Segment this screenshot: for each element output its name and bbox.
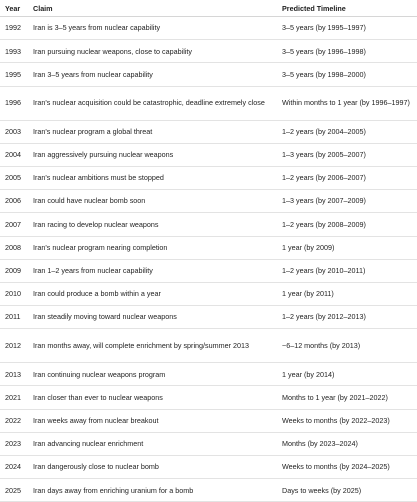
- claim-cell: Iran pursuing nuclear weapons, close to …: [28, 39, 278, 64]
- year-cell: 2003: [0, 120, 28, 144]
- table-row: 2021 Iran closer than ever to nuclear wea…: [0, 385, 417, 410]
- timeline-cell: Months to 1 year (by 2021–2022): [278, 385, 417, 410]
- claim-cell: Iran months away, will complete enrichme…: [28, 328, 278, 364]
- table-row: 2023 Iran advancing nuclear enrichment Mon…: [0, 432, 417, 457]
- year-cell: 2022: [0, 409, 28, 433]
- year-cell: 2011: [0, 305, 28, 330]
- claim-cell: Iran advancing nuclear enrichment: [28, 432, 278, 457]
- year-cell: 2010: [0, 282, 28, 307]
- year-cell: 2006: [0, 189, 28, 214]
- year-cell: 2008: [0, 236, 28, 260]
- timeline-cell: Within months to 1 year (by 1996–1997): [278, 86, 417, 121]
- year-cell: 2005: [0, 166, 28, 191]
- table-row: 2007 Iran racing to develop nuclear weapo…: [0, 212, 417, 237]
- table-row: 2012 Iran months away, will complete enri…: [0, 328, 417, 364]
- timeline-cell: 1 year (by 2011): [278, 282, 417, 307]
- timeline-cell: 1–3 years (by 2005–2007): [278, 143, 417, 167]
- claim-cell: Iran could produce a bomb within a year: [28, 282, 278, 307]
- table-row: 2010 Iran could produce a bomb within a y…: [0, 282, 417, 307]
- table-row: 2013 Iran continuing nuclear weapons prog…: [0, 362, 417, 387]
- column-header-claim: Claim: [28, 0, 278, 17]
- claim-cell: Iran's nuclear ambitions must be stopped: [28, 166, 278, 191]
- timeline-cell: 1–3 years (by 2007–2009): [278, 189, 417, 214]
- table-row: 2024 Iran dangerously close to nuclear bo…: [0, 455, 417, 480]
- year-cell: 2007: [0, 212, 28, 237]
- claim-cell: Iran steadily moving toward nuclear weap…: [28, 305, 278, 330]
- table-row: 2009 Iran 1–2 years from nuclear capabili…: [0, 259, 417, 283]
- table-row: 1993 Iran pursuing nuclear weapons, close…: [0, 39, 417, 64]
- timeline-cell: Months (by 2023–2024): [278, 432, 417, 457]
- year-cell: 2023: [0, 432, 28, 457]
- timeline-cell: Weeks to months (by 2024–2025): [278, 455, 417, 480]
- timeline-cell: 1–2 years (by 2012–2013): [278, 305, 417, 330]
- timeline-cell: Days to weeks (by 2025): [278, 478, 417, 502]
- claim-cell: Iran continuing nuclear weapons program: [28, 362, 278, 387]
- claim-cell: Iran's nuclear acquisition could be cata…: [28, 86, 278, 121]
- claim-cell: Iran 1–2 years from nuclear capability: [28, 259, 278, 283]
- timeline-cell: Weeks to months (by 2022–2023): [278, 409, 417, 433]
- timeline-cell: 1–2 years (by 2008–2009): [278, 212, 417, 237]
- table-row: 1996 Iran's nuclear acquisition could be …: [0, 86, 417, 121]
- table-row: 2006 Iran could have nuclear bomb soon 1–3…: [0, 189, 417, 214]
- year-cell: 2004: [0, 143, 28, 167]
- timeline-cell: 3–5 years (by 1998–2000): [278, 62, 417, 87]
- timeline-cell: 1 year (by 2014): [278, 362, 417, 387]
- table-row: 2005 Iran's nuclear ambitions must be sto…: [0, 166, 417, 191]
- timeline-cell: 3–5 years (by 1996–1998): [278, 39, 417, 64]
- timeline-cell: 1–2 years (by 2004–2005): [278, 120, 417, 144]
- table-header: Year Claim Predicted Timeline: [0, 0, 417, 17]
- year-cell: 2024: [0, 455, 28, 480]
- year-cell: 2013: [0, 362, 28, 387]
- year-cell: 2012: [0, 328, 28, 364]
- claim-cell: Iran days away from enriching uranium fo…: [28, 478, 278, 502]
- table-row: 2011 Iran steadily moving toward nuclear …: [0, 305, 417, 330]
- claim-cell: Iran's nuclear program a global threat: [28, 120, 278, 144]
- column-header-predicted-timeline: Predicted Timeline: [278, 0, 417, 17]
- timeline-cell: 1–2 years (by 2010–2011): [278, 259, 417, 283]
- timeline-cell: 3–5 years (by 1995–1997): [278, 16, 417, 41]
- claim-cell: Iran could have nuclear bomb soon: [28, 189, 278, 214]
- claim-cell: Iran is 3–5 years from nuclear capabilit…: [28, 16, 278, 41]
- year-cell: 1996: [0, 86, 28, 121]
- year-cell: 2009: [0, 259, 28, 283]
- table-row: 2025 Iran days away from enriching uraniu…: [0, 478, 417, 502]
- year-cell: 1995: [0, 62, 28, 87]
- claim-cell: Iran's nuclear program nearing completio…: [28, 236, 278, 260]
- table-row: 1995 Iran 3–5 years from nuclear capabili…: [0, 62, 417, 87]
- timeline-cell: 1–2 years (by 2006–2007): [278, 166, 417, 191]
- timeline-cell: ~6–12 months (by 2013): [278, 328, 417, 364]
- year-cell: 1993: [0, 39, 28, 64]
- claim-cell: Iran aggressively pursuing nuclear weapo…: [28, 143, 278, 167]
- claim-cell: Iran closer than ever to nuclear weapons: [28, 385, 278, 410]
- claim-cell: Iran weeks away from nuclear breakout: [28, 409, 278, 433]
- table-row: 2008 Iran's nuclear program nearing compl…: [0, 236, 417, 260]
- table-row: 2004 Iran aggressively pursuing nuclear w…: [0, 143, 417, 167]
- year-cell: 1992: [0, 16, 28, 41]
- table-row: 2003 Iran's nuclear program a global thre…: [0, 120, 417, 144]
- timeline-cell: 1 year (by 2009): [278, 236, 417, 260]
- table-row: 1992 Iran is 3–5 years from nuclear capab…: [0, 16, 417, 41]
- column-header-year: Year: [0, 0, 28, 17]
- claim-cell: Iran 3–5 years from nuclear capability: [28, 62, 278, 87]
- table-row: 2022 Iran weeks away from nuclear breakou…: [0, 409, 417, 433]
- table-body: 1992 Iran is 3–5 years from nuclear capab…: [0, 16, 417, 502]
- header-row: Year Claim Predicted Timeline: [0, 0, 417, 17]
- claim-cell: Iran racing to develop nuclear weapons: [28, 212, 278, 237]
- year-cell: 2025: [0, 478, 28, 502]
- year-cell: 2021: [0, 385, 28, 410]
- claim-cell: Iran dangerously close to nuclear bomb: [28, 455, 278, 480]
